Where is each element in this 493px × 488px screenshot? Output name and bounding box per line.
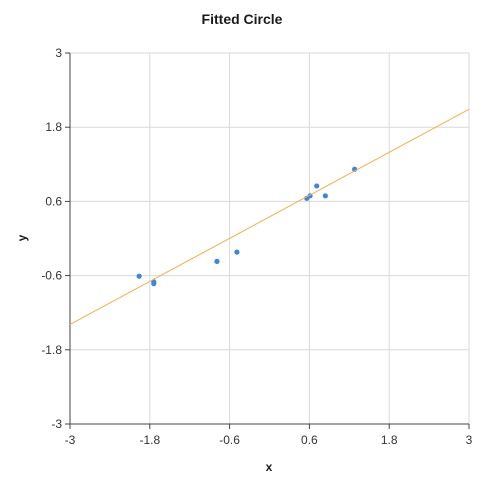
y-tick-label: 0.6 (45, 194, 62, 208)
y-tick-label: -1.8 (41, 343, 62, 357)
fit-line (69, 108, 470, 325)
plot-series (69, 108, 470, 325)
x-tick-label: -3 (65, 433, 76, 447)
axes: -3 -1.8 -0.6 0.6 1.8 3 -3 -1.8 -0.6 0.6 1.8 3 (41, 46, 472, 447)
chart-title: Fitted Circle (202, 11, 283, 27)
data-point (214, 258, 220, 264)
x-tick-label: -1.8 (139, 433, 160, 447)
x-tick-label: 0.6 (301, 433, 318, 447)
data-point (314, 183, 320, 189)
x-tick-label: -0.6 (219, 433, 240, 447)
grid (70, 52, 470, 424)
data-point (136, 273, 142, 279)
y-axis-label: y (15, 234, 29, 241)
y-tick-label: -0.6 (41, 269, 62, 283)
data-point (322, 193, 328, 199)
x-axis-label: x (266, 460, 273, 474)
y-tick-label: 3 (55, 46, 62, 60)
y-tick-label: -3 (51, 417, 62, 431)
x-tick-label: 3 (466, 433, 473, 447)
data-point (151, 281, 157, 287)
y-tick-label: 1.8 (45, 120, 62, 134)
x-tick-label: 1.8 (381, 433, 398, 447)
data-point (234, 249, 240, 255)
